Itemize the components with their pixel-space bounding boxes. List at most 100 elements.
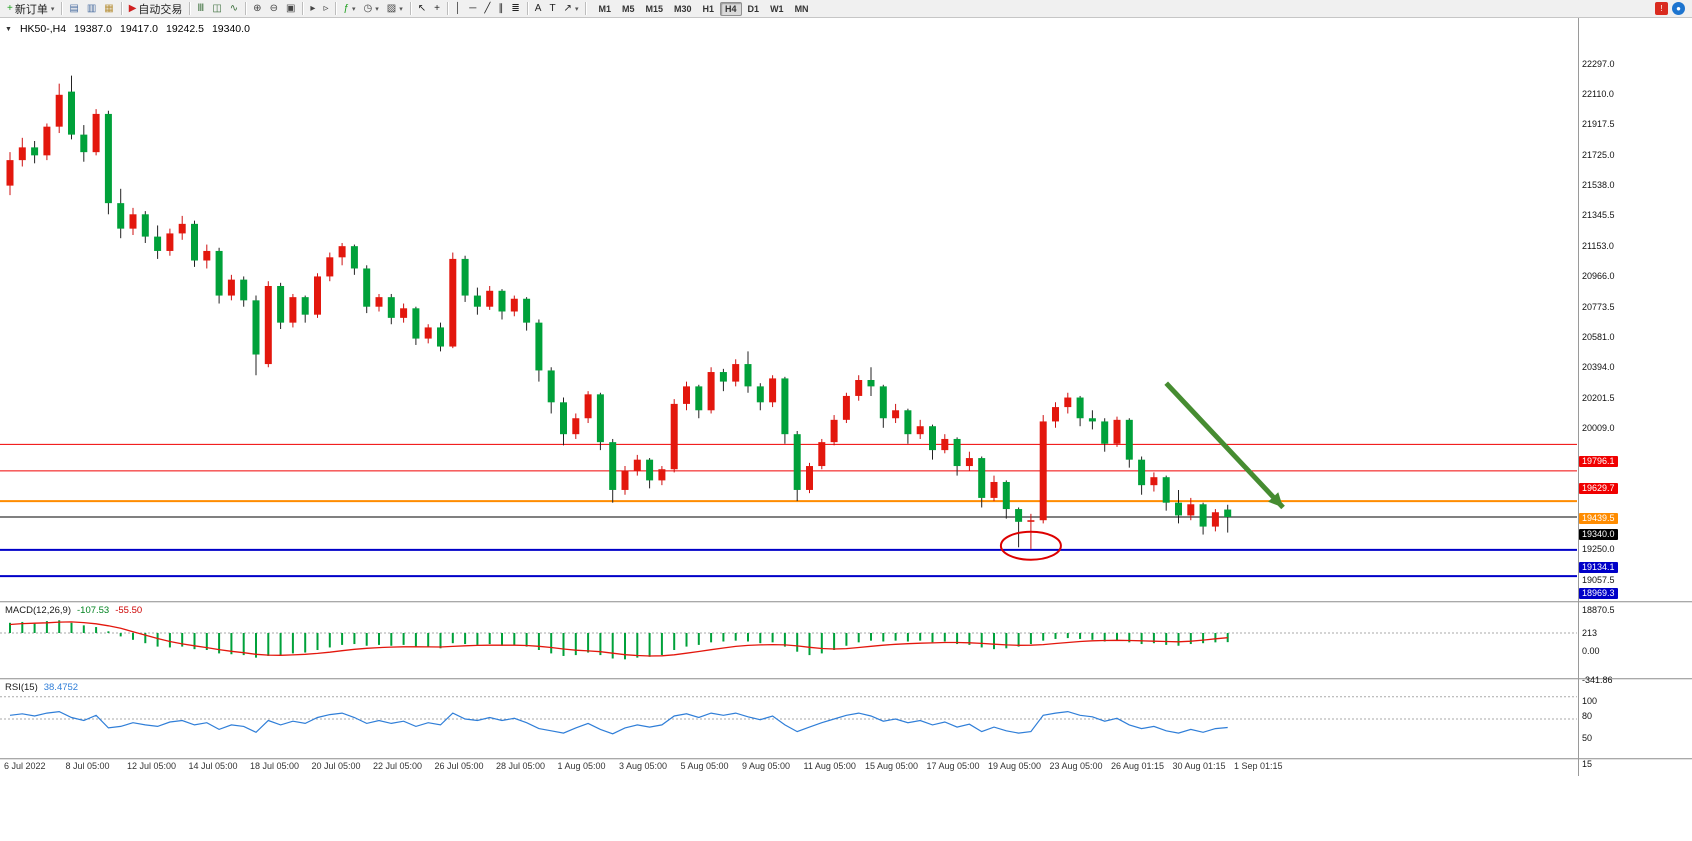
price-tick-label: 20581.0 xyxy=(1582,332,1615,343)
vertical-line-icon: │ xyxy=(455,2,462,14)
price-line-badge: 19796.1 xyxy=(1579,456,1618,468)
auto-scroll-button[interactable]: ▸ xyxy=(306,0,319,17)
collapse-chart-icon[interactable]: ▼ xyxy=(5,25,12,33)
fibonacci-button[interactable]: ≣ xyxy=(507,0,523,17)
community-icon[interactable]: ● xyxy=(1672,2,1685,15)
price-tick-label: 21153.0 xyxy=(1582,241,1614,252)
text-icon: A xyxy=(534,2,542,14)
timeframe-mn-button[interactable]: MN xyxy=(794,3,809,14)
horizontal-line-button[interactable]: ─ xyxy=(465,0,480,17)
bar-chart-icon: Ⅲ xyxy=(197,2,205,14)
auto-scroll-icon: ▸ xyxy=(310,2,316,14)
time-tick-label: 5 Aug 05:00 xyxy=(680,761,729,771)
equidistant-channel-button[interactable]: ∥ xyxy=(494,0,507,17)
new-order-button[interactable]: + 新订单 ▾ xyxy=(3,0,58,17)
timeframe-m5-button[interactable]: M5 xyxy=(621,3,635,14)
macd-tick-label: 213 xyxy=(1582,627,1598,638)
price-tick-label: 21538.0 xyxy=(1582,179,1615,190)
indicators-icon: ƒ xyxy=(343,2,350,14)
pane-separator[interactable] xyxy=(0,678,1692,680)
time-tick-label: 18 Jul 05:00 xyxy=(250,761,300,771)
circle-annotation[interactable] xyxy=(999,530,1062,561)
market-watch-button[interactable]: ▤ xyxy=(65,0,82,17)
tile-windows-button[interactable]: ▣ xyxy=(282,0,299,17)
price-line-badge: 19134.1 xyxy=(1579,561,1618,573)
caret-down-icon: ▾ xyxy=(375,5,379,13)
bar-chart-button[interactable]: Ⅲ xyxy=(193,0,208,17)
cursor-button[interactable]: ↖ xyxy=(414,0,430,17)
time-tick-label: 15 Aug 05:00 xyxy=(865,761,919,771)
line-chart-button[interactable]: ∿ xyxy=(226,0,242,17)
timeframe-h1-button[interactable]: H1 xyxy=(702,3,715,14)
rsi-pane-canvas[interactable] xyxy=(0,680,1577,758)
line-chart-icon: ∿ xyxy=(229,2,239,14)
toolbar-separator xyxy=(526,2,528,15)
rsi-tick-label: 50 xyxy=(1582,733,1593,743)
timeframe-d1-button[interactable]: D1 xyxy=(747,3,760,14)
chart-shift-button[interactable]: ▹ xyxy=(319,0,332,17)
caret-down-icon: ▾ xyxy=(50,5,55,13)
time-tick-label: 1 Aug 05:00 xyxy=(557,761,606,771)
zoom-out-button[interactable]: ⊖ xyxy=(266,0,282,17)
time-tick-label: 11 Aug 05:00 xyxy=(803,761,856,771)
vertical-line-button[interactable]: │ xyxy=(451,0,465,17)
price-tick-label: 19250.0 xyxy=(1582,544,1615,555)
macd-pane-canvas[interactable] xyxy=(0,603,1577,678)
equidistant-channel-icon: ∥ xyxy=(498,2,504,14)
text-button[interactable]: A xyxy=(531,0,546,17)
timeframe-m30-button[interactable]: M30 xyxy=(674,3,692,14)
timeframe-w1-button[interactable]: W1 xyxy=(770,3,784,14)
data-window-button[interactable]: ▥ xyxy=(83,0,100,17)
caret-down-icon: ▾ xyxy=(399,5,403,13)
terminal-button[interactable]: ▦ xyxy=(100,0,117,17)
news-alert-icon[interactable]: ! xyxy=(1655,2,1668,15)
horizontal-line-icon: ─ xyxy=(469,2,477,14)
price-tick-label: 20773.5 xyxy=(1582,301,1615,312)
price-tick-label: 19057.5 xyxy=(1582,575,1615,586)
arrows-button[interactable]: ↗ ▾ xyxy=(560,0,583,17)
auto-trading-button[interactable]: ▶ 自动交易 xyxy=(125,0,187,17)
main-chart-canvas[interactable] xyxy=(0,18,1577,601)
time-tick-label: 26 Aug 01:15 xyxy=(1111,761,1165,771)
time-tick-label: 23 Aug 05:00 xyxy=(1049,761,1103,771)
time-tick-label: 3 Aug 05:00 xyxy=(619,761,668,771)
crosshair-button[interactable]: + xyxy=(430,0,444,17)
templates-button[interactable]: ▨ ▾ xyxy=(383,0,407,17)
periods-button[interactable]: ◷ ▾ xyxy=(360,0,383,17)
toolbar-separator xyxy=(335,2,337,15)
rsi-tick-label: 80 xyxy=(1582,710,1593,721)
timeframe-m15-button[interactable]: M15 xyxy=(645,3,663,14)
price-axis-border xyxy=(1578,18,1579,776)
text-label-icon: T xyxy=(549,2,556,14)
down-arrow-annotation[interactable] xyxy=(1164,381,1285,510)
caret-down-icon: ▾ xyxy=(352,5,356,13)
text-label-button[interactable]: T xyxy=(545,0,559,17)
trendline-button[interactable]: ╱ xyxy=(480,0,494,17)
timeframe-m1-button[interactable]: M1 xyxy=(598,3,611,14)
pane-separator[interactable] xyxy=(0,601,1692,603)
price-line-badge: 18969.3 xyxy=(1579,588,1618,600)
macd-histogram xyxy=(9,620,1229,660)
market-watch-icon: ▤ xyxy=(69,2,79,14)
periods-icon: ◷ xyxy=(363,2,373,14)
price-tick-label: 22110.0 xyxy=(1582,88,1614,99)
toolbar-separator xyxy=(409,2,411,15)
time-tick-label: 22 Jul 05:00 xyxy=(373,761,423,771)
indicators-button[interactable]: ƒ ▾ xyxy=(339,0,359,17)
candle-chart-icon: ◫ xyxy=(212,2,222,14)
time-tick-label: 6 Jul 2022 xyxy=(4,761,46,771)
candle-chart-button[interactable]: ◫ xyxy=(208,0,225,17)
time-axis[interactable]: 6 Jul 2022 8 Jul 05:00 12 Jul 05:00 14 Jul … xyxy=(0,758,1578,780)
timeframe-h4-button[interactable]: H4 xyxy=(720,1,742,16)
price-tick-label: 18870.5 xyxy=(1582,604,1615,615)
toolbar-separator xyxy=(61,2,63,15)
zoom-in-button[interactable]: ⊕ xyxy=(249,0,265,17)
time-tick-label: 1 Sep 01:15 xyxy=(1234,761,1283,771)
terminal-icon: ▦ xyxy=(104,2,114,14)
zoom-in-icon: ⊕ xyxy=(253,2,262,14)
price-tick-label: 20009.0 xyxy=(1582,423,1615,434)
time-tick-label: 12 Jul 05:00 xyxy=(127,761,177,771)
new-order-icon: + xyxy=(7,2,13,14)
pane-separator[interactable] xyxy=(0,758,1692,760)
